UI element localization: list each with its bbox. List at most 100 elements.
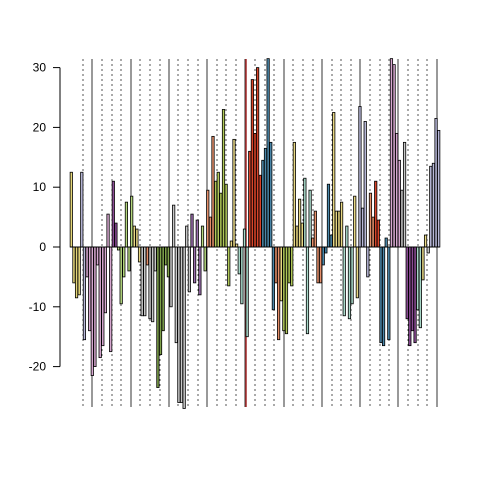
bar	[271, 246, 275, 311]
bar	[219, 192, 223, 248]
bar	[80, 171, 84, 248]
bar	[374, 180, 378, 248]
bar	[274, 246, 278, 284]
y-tick-label: -20	[29, 360, 47, 374]
bar	[329, 234, 333, 248]
bar	[269, 141, 273, 248]
y-tick-label: -10	[29, 300, 47, 314]
bar	[376, 219, 380, 248]
y-tick-label: 30	[33, 61, 47, 75]
bar	[389, 58, 394, 248]
bar	[292, 141, 296, 248]
bar	[101, 246, 105, 347]
bar	[109, 246, 113, 353]
bar	[88, 246, 92, 332]
bar	[423, 234, 428, 248]
bar	[143, 246, 147, 317]
bar	[240, 246, 244, 305]
bar	[185, 225, 189, 248]
bar	[253, 132, 257, 248]
bar	[90, 246, 94, 376]
bar	[130, 195, 134, 248]
bar	[295, 225, 299, 248]
bar	[368, 192, 373, 248]
bar	[195, 219, 199, 248]
bar	[381, 246, 386, 347]
bar	[332, 112, 336, 248]
bar	[313, 210, 317, 248]
bar	[300, 222, 304, 248]
bar	[431, 162, 436, 248]
bar	[290, 246, 294, 287]
bar	[103, 246, 107, 314]
bar	[366, 246, 370, 278]
bar	[311, 237, 315, 248]
bar	[232, 138, 236, 248]
bar	[245, 246, 249, 338]
bar	[200, 225, 205, 248]
bar	[358, 106, 362, 248]
bar	[85, 246, 89, 278]
bar	[166, 246, 170, 278]
bars	[69, 58, 441, 409]
bar	[308, 189, 312, 248]
bar	[355, 246, 359, 299]
bar	[193, 246, 197, 284]
bar	[72, 246, 76, 284]
bar	[206, 189, 210, 248]
bar	[421, 246, 425, 281]
bar	[135, 228, 139, 248]
bar	[216, 171, 220, 248]
bar	[334, 210, 338, 248]
bar	[337, 210, 341, 248]
bar	[387, 246, 391, 341]
bar	[153, 246, 157, 272]
bar	[342, 246, 346, 317]
bar	[408, 246, 412, 347]
bar	[124, 201, 128, 248]
bar	[172, 204, 176, 248]
bar	[410, 246, 415, 332]
bar	[277, 246, 281, 341]
bar	[263, 147, 268, 248]
bar	[287, 246, 291, 284]
bar	[384, 237, 388, 248]
bar	[279, 246, 283, 302]
bar	[305, 246, 310, 335]
bar	[418, 246, 422, 329]
y-tick-label: 10	[33, 180, 47, 194]
bar	[345, 225, 349, 248]
bar	[284, 246, 289, 335]
bar	[266, 58, 270, 248]
bar	[250, 79, 254, 248]
bar	[198, 246, 202, 296]
bar	[74, 246, 79, 299]
bar	[402, 141, 407, 248]
bar	[371, 216, 375, 248]
bar	[298, 198, 302, 248]
bar	[95, 246, 100, 266]
bar	[111, 180, 115, 248]
bar	[114, 222, 118, 248]
bar	[434, 118, 438, 248]
bar	[237, 246, 241, 275]
bar	[227, 246, 231, 287]
bar	[303, 177, 307, 248]
bar	[282, 246, 286, 332]
y-axis: -20 -10 0 10 20 30	[29, 61, 61, 374]
bar	[156, 246, 160, 388]
bar	[182, 246, 186, 409]
bar	[361, 207, 365, 248]
bar	[395, 132, 399, 248]
bar	[242, 228, 247, 248]
bar	[316, 246, 320, 284]
bar	[161, 246, 165, 332]
bar	[437, 129, 441, 248]
bar	[224, 183, 228, 248]
bar	[177, 246, 181, 403]
bar	[164, 246, 168, 266]
bar	[261, 159, 265, 248]
bar	[179, 246, 184, 403]
bar	[429, 165, 433, 248]
